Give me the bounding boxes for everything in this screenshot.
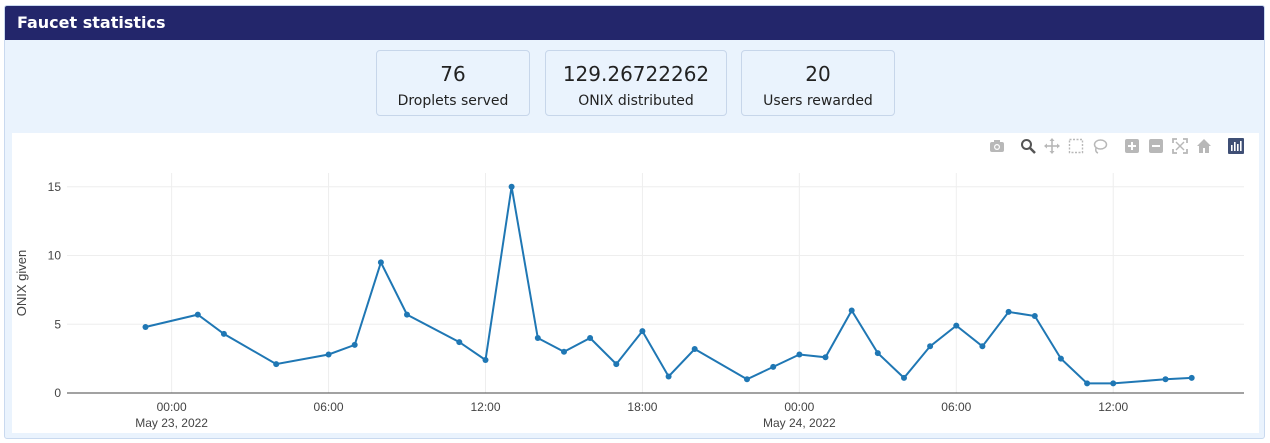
data-point xyxy=(691,346,698,352)
data-point xyxy=(901,374,907,381)
data-point xyxy=(874,350,881,357)
stat-label: Users rewarded xyxy=(763,93,873,109)
line-chart[interactable]: 0 5 10 15 00:00 May 23, 2022 06:00 12:00 18:00 00… xyxy=(12,133,1259,433)
data-point xyxy=(534,335,541,341)
chart-modebar xyxy=(989,138,1249,156)
stat-value: 76 xyxy=(440,62,466,86)
data-point xyxy=(665,373,672,380)
data-point xyxy=(587,335,594,341)
data-point xyxy=(377,259,384,266)
y-tick-label: 0 xyxy=(54,386,61,400)
data-point xyxy=(744,376,750,383)
chart-container: 0 5 10 15 00:00 May 23, 2022 06:00 12:00 18:00 00… xyxy=(12,133,1259,433)
data-point xyxy=(220,330,227,337)
stat-label: ONIX distributed xyxy=(578,93,694,109)
x-tick-label: 06:00 xyxy=(941,400,971,414)
stat-value: 20 xyxy=(805,62,831,86)
data-point xyxy=(1057,355,1064,362)
data-point xyxy=(1188,374,1195,381)
data-point xyxy=(1162,376,1169,383)
data-point xyxy=(796,351,803,358)
plotly-logo-icon[interactable] xyxy=(1228,138,1244,154)
x-tick-label: 18:00 xyxy=(627,400,657,414)
data-point xyxy=(1031,313,1038,319)
data-point xyxy=(770,363,777,370)
data-point xyxy=(404,311,410,318)
stat-card-users-rewarded: 20 Users rewarded xyxy=(741,50,895,116)
series-layer xyxy=(142,183,1195,387)
data-point xyxy=(456,339,463,346)
y-tick-label: 10 xyxy=(48,249,62,263)
data-point xyxy=(613,361,620,368)
data-point xyxy=(979,343,986,350)
zoom-icon[interactable] xyxy=(1020,138,1036,154)
data-point xyxy=(953,322,960,329)
stats-row: 76 Droplets served 129.26722262 ONIX dis… xyxy=(5,50,1264,120)
y-tick-label: 15 xyxy=(48,180,62,194)
stat-label: Droplets served xyxy=(397,93,509,109)
stat-card-onix-distributed: 129.26722262 ONIX distributed xyxy=(545,50,727,116)
pan-icon[interactable] xyxy=(1044,138,1060,154)
y-tick-label: 5 xyxy=(54,317,61,331)
x-tick-label: 06:00 xyxy=(314,400,344,414)
box-select-icon[interactable] xyxy=(1068,138,1084,154)
data-point xyxy=(142,324,149,330)
data-point xyxy=(927,343,934,350)
x-tick-date-label: May 23, 2022 xyxy=(135,416,208,430)
stat-card-droplets: 76 Droplets served xyxy=(376,50,530,116)
data-point xyxy=(822,354,829,361)
data-point xyxy=(639,328,646,335)
data-point xyxy=(561,348,567,355)
faucet-statistics-panel: Faucet statistics 76 Droplets served 129… xyxy=(4,5,1265,439)
autoscale-icon[interactable] xyxy=(1172,138,1188,154)
data-point xyxy=(194,311,201,318)
x-tick-date-label: May 24, 2022 xyxy=(763,416,836,430)
x-tick-label: 00:00 xyxy=(157,400,187,414)
grid-lines xyxy=(67,173,1244,393)
series-line xyxy=(145,186,1192,385)
panel-title: Faucet statistics xyxy=(5,6,1264,40)
camera-icon[interactable] xyxy=(989,138,1005,154)
zoom-in-icon[interactable] xyxy=(1124,138,1140,154)
data-point xyxy=(1084,380,1091,387)
data-point xyxy=(508,183,515,190)
reset-axes-icon[interactable] xyxy=(1196,138,1212,154)
data-point xyxy=(848,307,855,314)
lasso-icon[interactable] xyxy=(1092,138,1108,154)
data-point xyxy=(1005,308,1012,315)
y-axis-label: ONIX given xyxy=(14,250,29,316)
data-point xyxy=(351,341,358,348)
chart-axes: 0 5 10 15 00:00 May 23, 2022 06:00 12:00 18:00 00… xyxy=(48,180,1244,430)
x-tick-label: 12:00 xyxy=(1098,400,1128,414)
stat-value: 129.26722262 xyxy=(562,62,710,86)
data-point xyxy=(273,361,280,368)
data-point xyxy=(325,351,332,358)
zoom-out-icon[interactable] xyxy=(1148,138,1164,154)
data-point xyxy=(482,357,489,363)
x-tick-label: 00:00 xyxy=(784,400,814,414)
data-point xyxy=(1110,380,1117,387)
x-tick-label: 12:00 xyxy=(470,400,500,414)
